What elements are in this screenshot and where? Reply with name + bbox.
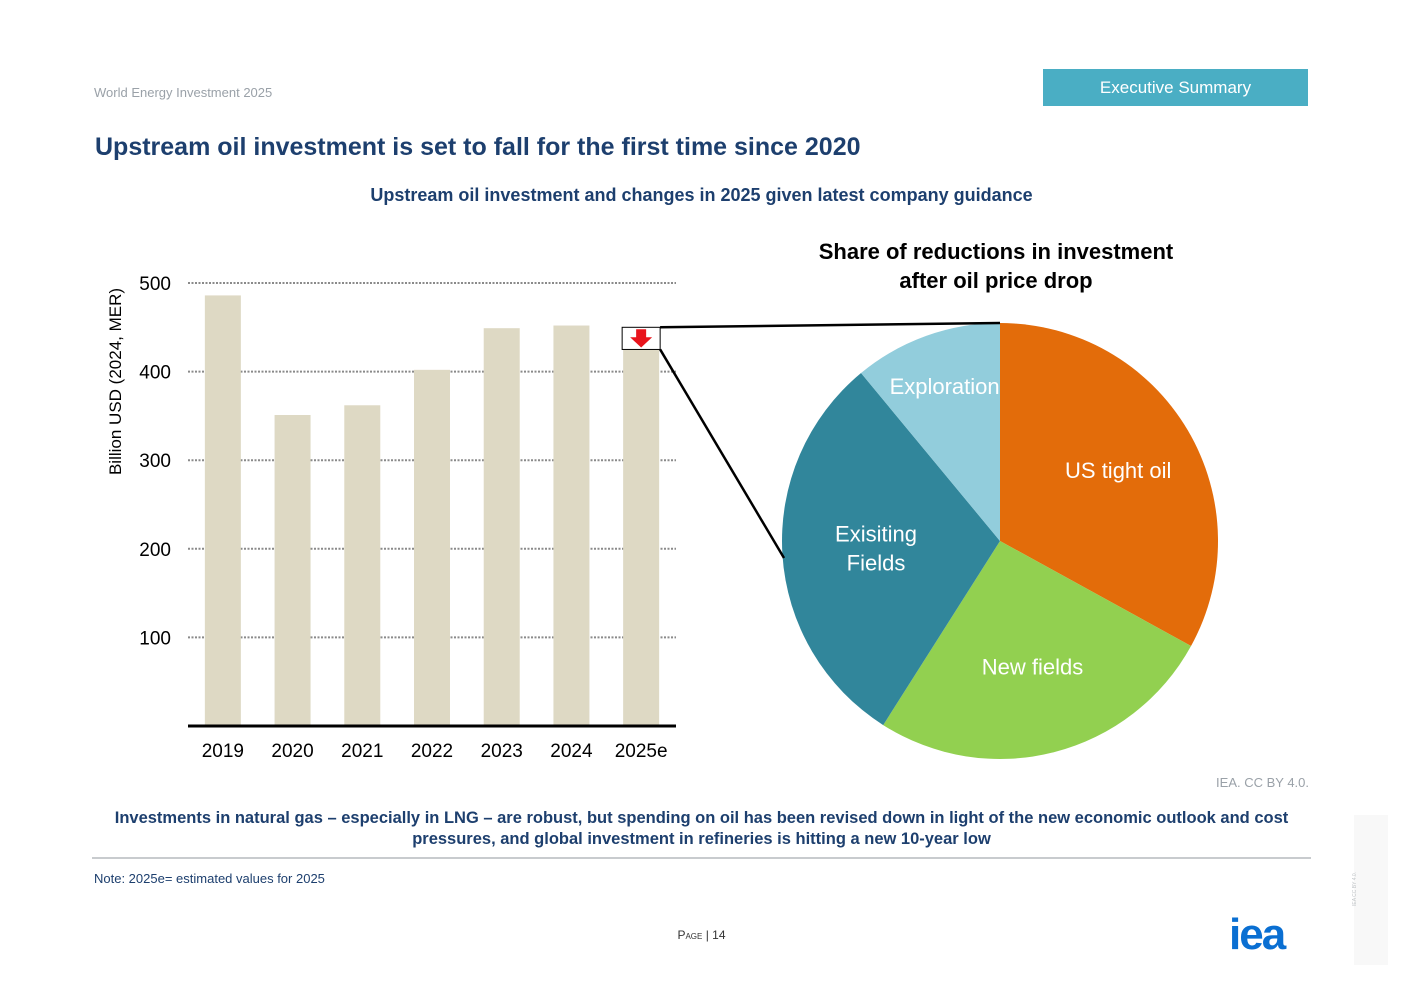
section-badge: Executive Summary [1043, 69, 1308, 106]
divider [92, 857, 1311, 859]
y-tick-label: 200 [139, 540, 171, 561]
note-text: Note: 2025e= estimated values for 2025 [94, 871, 325, 886]
bar-2019 [204, 295, 241, 726]
connector-line [659, 348, 786, 559]
x-tick-label: 2022 [411, 741, 453, 762]
page-number-value: 14 [712, 928, 726, 942]
side-stripe [1354, 815, 1388, 965]
bar-2025e [623, 349, 660, 726]
y-tick-label: 300 [139, 451, 171, 472]
pie-slice-us-tight-oil [1000, 323, 1219, 647]
credit-text: IEA. CC BY 4.0. [1216, 775, 1309, 790]
pie-slice-exisiting-fields [781, 373, 1000, 726]
side-license: IEA CC BY 4.0. [1352, 871, 1358, 906]
pie-label: Exisiting [835, 521, 917, 546]
y-tick-label: 400 [139, 363, 171, 384]
iea-logo-text: iea [1229, 916, 1287, 954]
connector-line [660, 321, 1001, 329]
iea-logo: iea [1229, 916, 1289, 954]
pie-label: New fields [982, 655, 1083, 680]
pie-slice-exploration [861, 323, 1000, 541]
bar-2023 [483, 328, 520, 726]
y-tick-label: 500 [139, 274, 171, 295]
x-tick-label: 2021 [341, 741, 383, 762]
page-number: Page | 14 [677, 928, 726, 942]
x-tick-label: 2020 [271, 741, 313, 762]
bar-2022 [414, 369, 450, 726]
pie-slice-new-fields [883, 541, 1192, 759]
x-tick-label: 2024 [550, 741, 593, 762]
page-label: Page [677, 928, 703, 942]
report-title: World Energy Investment 2025 [94, 85, 273, 100]
pie-label: Exploration [890, 374, 1000, 399]
bar-2024 [553, 325, 590, 726]
y-axis-label: Billion USD (2024, MER) [106, 288, 125, 475]
bar-2020 [274, 415, 311, 726]
page-title: Upstream oil investment is set to fall f… [95, 133, 861, 161]
y-tick-label: 100 [139, 628, 171, 649]
pie-label: US tight oil [1065, 458, 1171, 483]
caption: Investments in natural gas – especially … [114, 809, 1289, 848]
bar-2021 [344, 405, 381, 726]
down-arrow-icon [630, 329, 653, 348]
pie-label: Fields [847, 550, 906, 575]
pie-title-line: after oil price drop [899, 268, 1092, 293]
x-tick-label: 2023 [481, 741, 523, 762]
x-tick-label: 2019 [202, 741, 244, 762]
chart-heading: Upstream oil investment and changes in 2… [370, 185, 1033, 205]
pie-title-line: Share of reductions in investment [819, 239, 1174, 264]
x-tick-label: 2025e [615, 741, 668, 762]
